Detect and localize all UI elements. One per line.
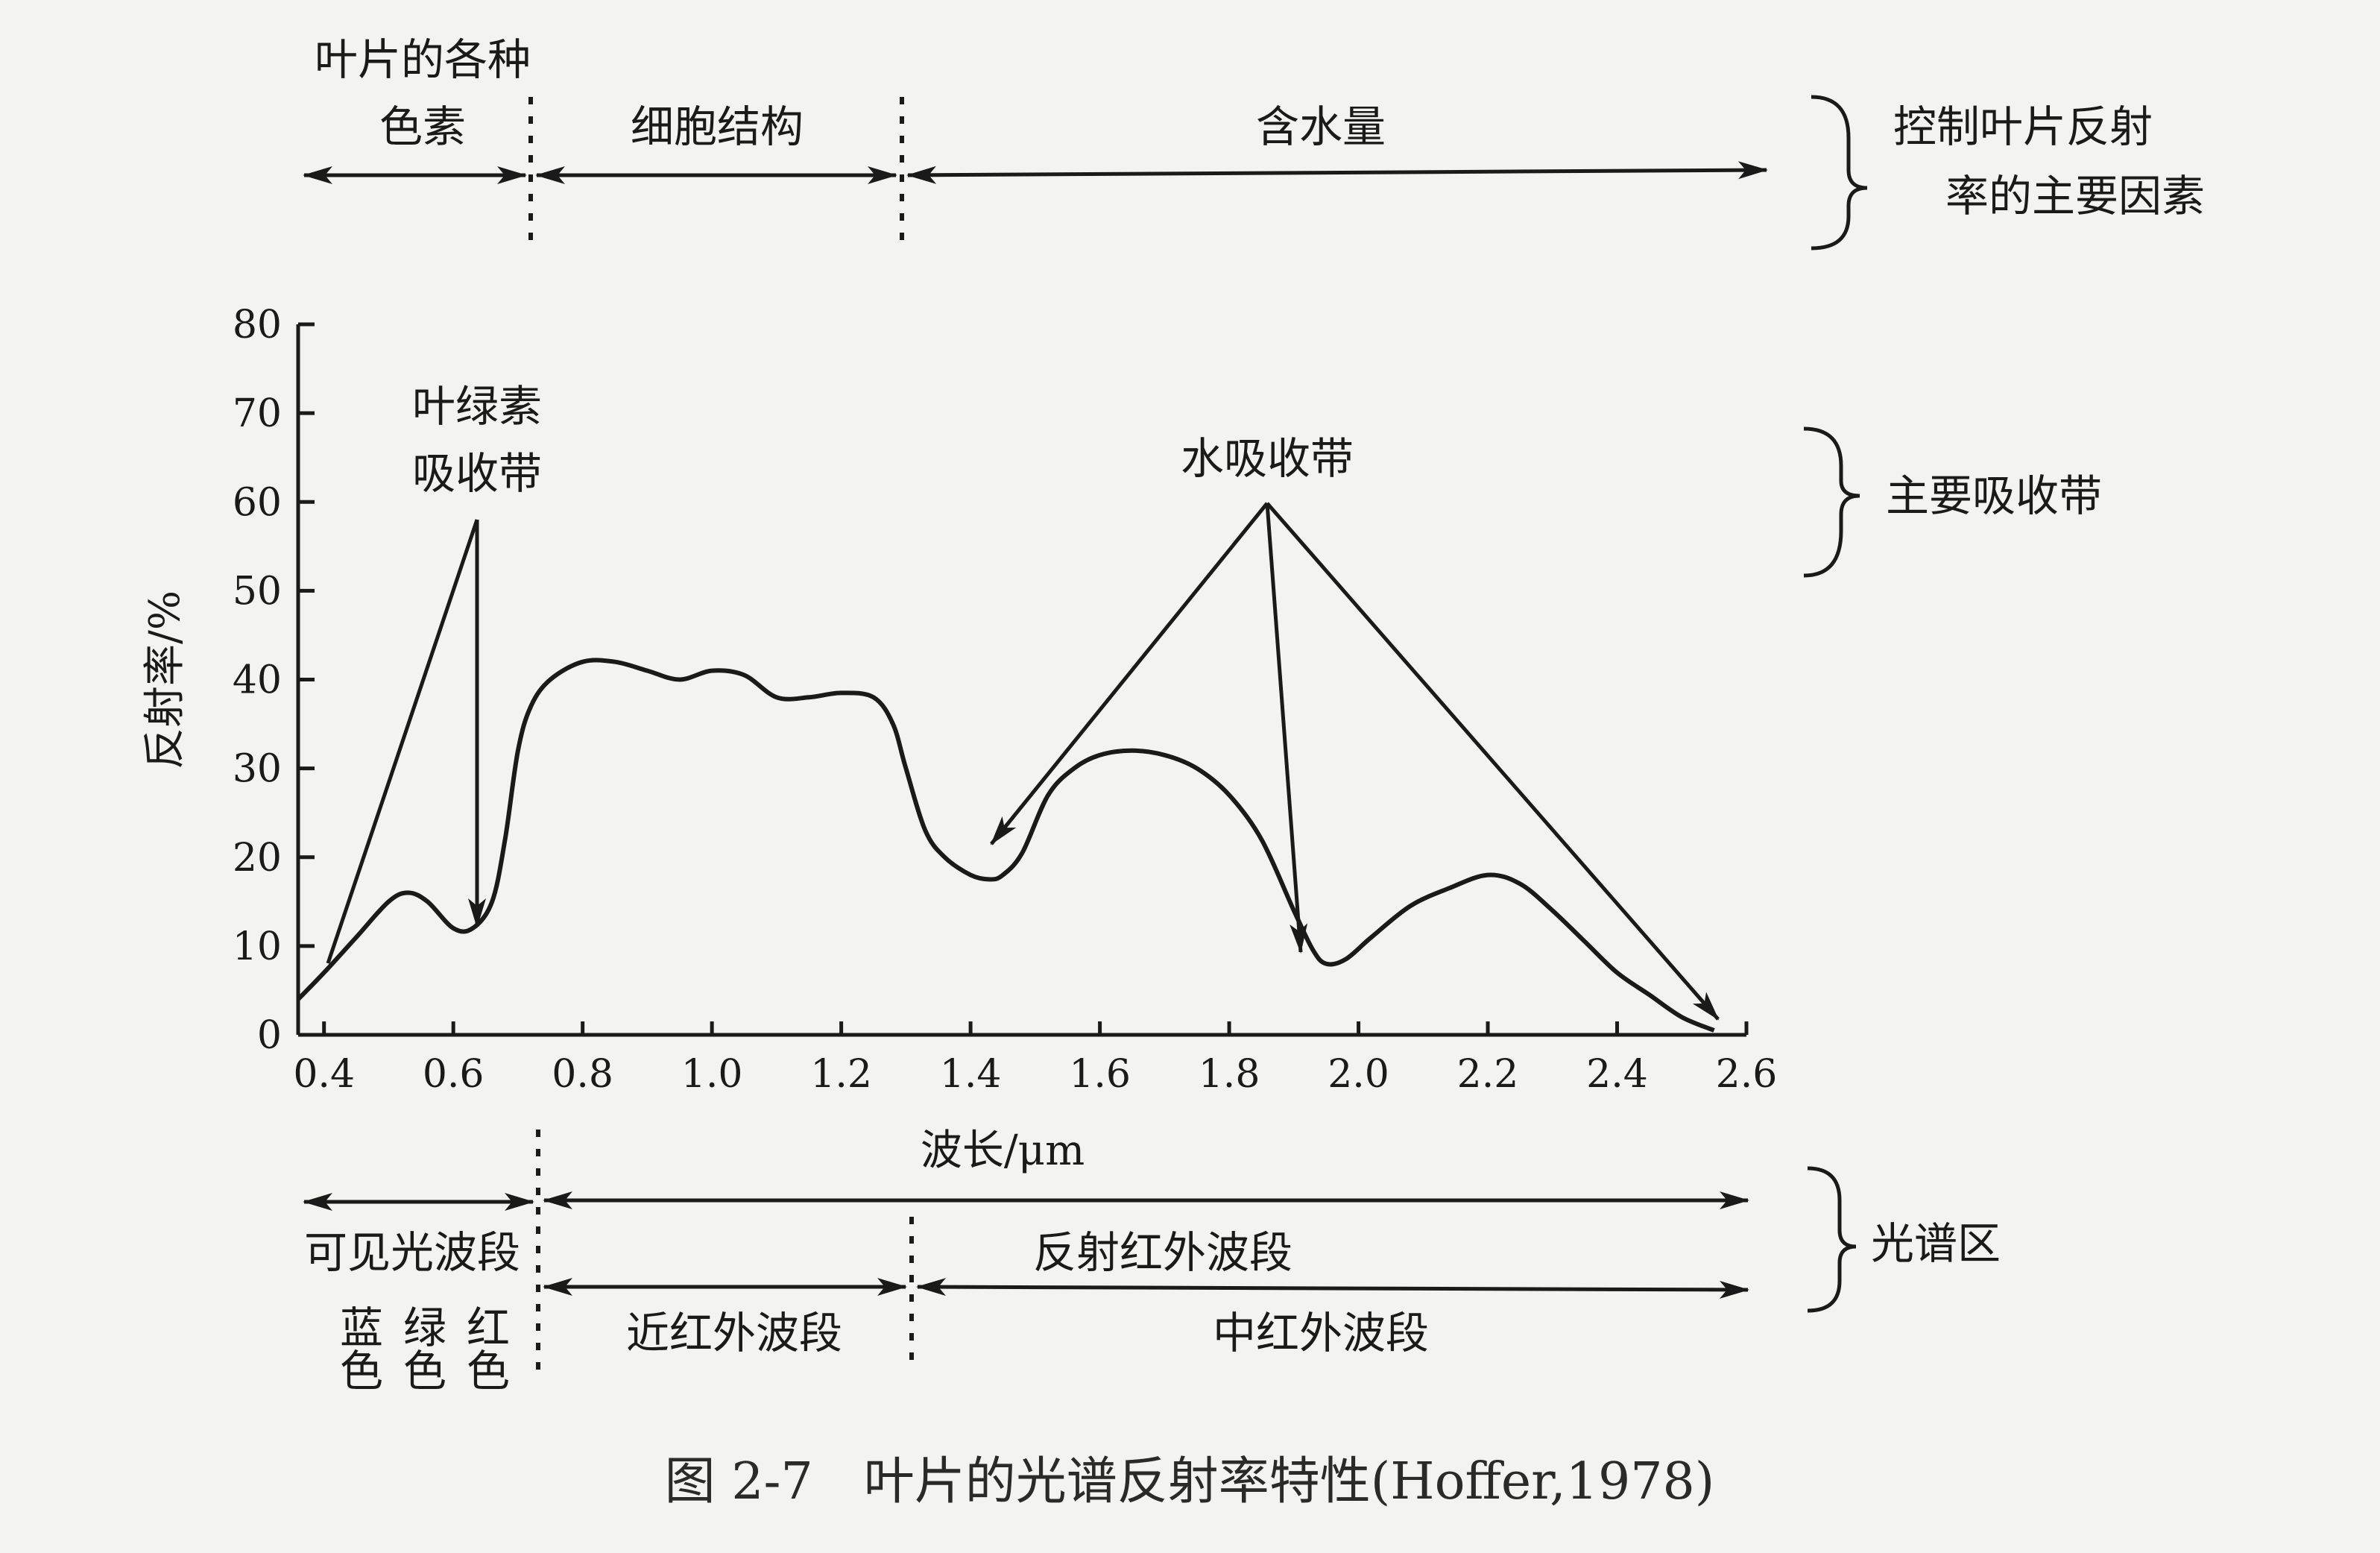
x-tick-label: 1.0 <box>681 1052 743 1097</box>
brace-absorption-label: 主要吸收带 <box>1886 470 2102 521</box>
figure-caption: 图 2-7 叶片的光谱反射率特性(Hoffer,1978) <box>665 1452 1715 1511</box>
spectral-regions-section: 可见光波段 反射红外波段 近红外波段 中红外波段 蓝色 绿色 红色 光谱区 <box>303 1130 2001 1391</box>
arrow-water-content <box>906 161 1768 184</box>
chlorophyll-label-line2: 吸收带 <box>412 448 542 499</box>
y-tick-label: 80 <box>233 303 282 347</box>
reflective-ir-label: 反射红外波段 <box>1033 1227 1292 1278</box>
x-tick-label: 1.2 <box>810 1052 872 1097</box>
brace-factors <box>1811 95 1868 251</box>
factor-pigments-line2: 色素 <box>379 101 466 152</box>
x-tick-label: 2.0 <box>1328 1052 1389 1097</box>
y-tick-label: 60 <box>233 480 282 525</box>
y-tick-label: 50 <box>233 569 282 614</box>
x-tick-label: 0.6 <box>423 1052 484 1097</box>
x-axis-label: 波长/μm <box>921 1127 1085 1175</box>
water-absorption-label: 水吸收带 <box>1181 433 1354 484</box>
blue-band-label: 蓝色 <box>332 1305 383 1391</box>
x-tick-label: 1.8 <box>1199 1052 1260 1097</box>
red-band-label: 红色 <box>459 1305 510 1391</box>
water-arrow-1.4um <box>990 502 1269 845</box>
brace-factors-label-line2: 率的主要因素 <box>1945 171 2205 221</box>
y-axis-label: 反射率/% <box>141 590 189 769</box>
y-tick-label: 30 <box>233 747 282 792</box>
x-tick-label: 0.8 <box>552 1052 613 1097</box>
factor-cell-structure: 细胞结构 <box>631 101 804 152</box>
x-tick-label: 2.6 <box>1716 1052 1778 1097</box>
factor-water-content: 含水量 <box>1256 101 1386 152</box>
y-tick-label: 70 <box>233 391 282 436</box>
y-tick-label: 40 <box>233 658 282 703</box>
brace-absorption <box>1803 426 1860 578</box>
controlling-factors-section: 叶片的各种 色素 细胞结构 含水量 控制叶片反射 率的主要因素 <box>303 34 2205 251</box>
mid-ir-label: 中红外波段 <box>1213 1308 1429 1358</box>
x-tick-label: 2.2 <box>1457 1052 1519 1097</box>
chlorophyll-arrow-left <box>326 519 479 964</box>
x-tick-label: 2.4 <box>1586 1052 1648 1097</box>
x-ticks: 0.4 0.6 0.8 1.0 1.2 1.4 1.6 1.8 2.0 2.2 2.4 2.6 <box>293 1021 1777 1097</box>
brace-spectral-label: 光谱区 <box>1871 1218 2001 1269</box>
factor-pigments-line1: 叶片的各种 <box>315 34 531 85</box>
brace-spectral <box>1807 1166 1857 1313</box>
water-arrow-2.5um <box>1266 502 1720 1021</box>
chlorophyll-label-line1: 叶绿素 <box>412 381 542 432</box>
x-tick-label: 0.4 <box>293 1052 355 1097</box>
y-tick-label: 10 <box>233 924 282 969</box>
water-arrow-1.9um <box>1265 503 1308 954</box>
visible-band-label: 可见光波段 <box>304 1227 520 1278</box>
y-ticks: 0 10 20 30 40 50 60 70 80 <box>233 303 315 1058</box>
reflectance-chart: 0 10 20 30 40 50 60 70 80 0.4 0.6 0.8 1.0 1.2 1.4 1.6 1… <box>141 303 2102 1175</box>
brace-factors-label-line1: 控制叶片反射 <box>1893 101 2153 152</box>
y-tick-label: 0 <box>257 1013 282 1058</box>
y-tick-label: 20 <box>233 836 282 881</box>
reflectance-curve <box>296 658 1715 1033</box>
near-ir-label: 近红外波段 <box>626 1308 842 1358</box>
x-tick-label: 1.6 <box>1069 1052 1131 1097</box>
green-band-label: 绿色 <box>396 1305 446 1391</box>
arrow-mid-ir <box>916 1278 1749 1299</box>
x-tick-label: 1.4 <box>940 1052 1002 1097</box>
